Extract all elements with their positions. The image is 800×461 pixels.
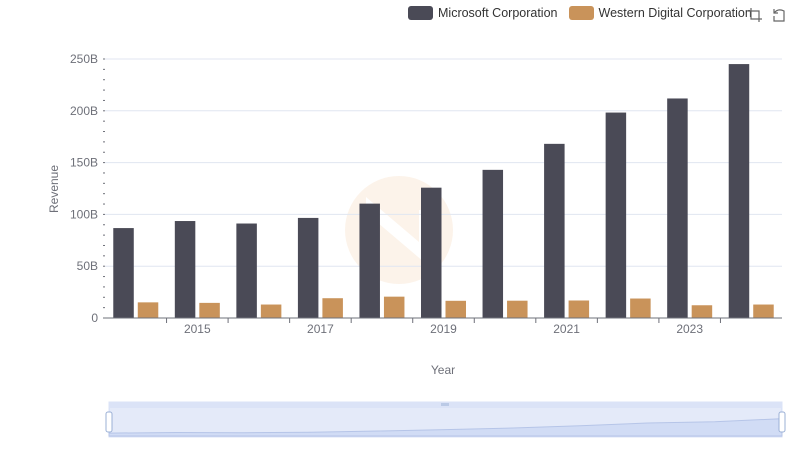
legend: Microsoft Corporation Western Digital Co… — [408, 4, 763, 22]
bars — [113, 64, 774, 318]
bar-western-digital-corporation-2021[interactable] — [568, 300, 590, 318]
bar-western-digital-corporation-2015[interactable] — [199, 302, 220, 318]
bar-microsoft-corporation-2015[interactable] — [174, 221, 196, 318]
bar-western-digital-corporation-2017[interactable] — [322, 298, 343, 318]
bar-western-digital-corporation-2024[interactable] — [753, 304, 774, 318]
x-tick-label: 2017 — [307, 322, 334, 336]
axes: 0 50B 100B 150B 200B 250B 2015 2017 2019 2021 2023 — [70, 52, 782, 336]
legend-label-microsoft: Microsoft Corporation — [438, 6, 558, 20]
y-axis-title: Revenue — [47, 165, 61, 213]
bar-western-digital-corporation-2019[interactable] — [445, 300, 467, 318]
toolbox — [746, 6, 794, 24]
zoom-slider-bar[interactable] — [109, 402, 782, 408]
zoom-slider-track[interactable] — [108, 401, 783, 438]
y-tick-label: 150B — [70, 156, 98, 170]
legend-item-microsoft[interactable]: Microsoft Corporation — [408, 6, 558, 20]
y-tick-label: 200B — [70, 104, 98, 118]
bar-western-digital-corporation-2023[interactable] — [691, 305, 713, 318]
y-tick-label: 100B — [70, 207, 98, 221]
grid-lines — [105, 58, 782, 267]
bar-microsoft-corporation-2018[interactable] — [359, 203, 380, 318]
bar-western-digital-corporation-2022[interactable] — [630, 298, 651, 318]
bar-microsoft-corporation-2016[interactable] — [236, 223, 257, 318]
bar-western-digital-corporation-2020[interactable] — [507, 300, 528, 318]
restore-icon[interactable] — [770, 6, 788, 24]
legend-label-western-digital: Western Digital Corporation — [598, 6, 752, 20]
x-tick-label: 2023 — [676, 322, 703, 336]
y-tick-label: 0 — [91, 311, 98, 325]
y-minor-ticks — [103, 58, 105, 319]
y-tick-label: 250B — [70, 52, 98, 66]
legend-swatch-western-digital — [568, 6, 594, 20]
zoom-window[interactable] — [109, 408, 782, 437]
zoom-handle-right[interactable] — [778, 411, 786, 433]
bar-microsoft-corporation-2024[interactable] — [728, 64, 750, 318]
y-tick-label: 50B — [77, 259, 98, 273]
zoom-preview-area — [108, 418, 783, 437]
bar-microsoft-corporation-2022[interactable] — [605, 112, 627, 318]
x-tick-label: 2019 — [430, 322, 457, 336]
zoom-icon[interactable] — [746, 6, 764, 24]
bar-microsoft-corporation-2017[interactable] — [297, 217, 319, 318]
bar-microsoft-corporation-2023[interactable] — [667, 98, 688, 318]
bar-microsoft-corporation-2020[interactable] — [482, 169, 504, 318]
x-tick-label: 2015 — [184, 322, 211, 336]
legend-item-western-digital[interactable]: Western Digital Corporation — [568, 6, 752, 20]
bar-microsoft-corporation-2021[interactable] — [544, 143, 565, 318]
bar-western-digital-corporation-2016[interactable] — [260, 304, 282, 318]
zoom-drag-grip-icon[interactable] — [441, 403, 449, 406]
x-axis-title: Year — [431, 363, 455, 377]
watermark-logo — [345, 176, 453, 284]
bar-microsoft-corporation-2019[interactable] — [421, 187, 442, 318]
bar-western-digital-corporation-2018[interactable] — [383, 296, 405, 318]
x-tick-label: 2021 — [553, 322, 580, 336]
legend-swatch-microsoft — [408, 6, 433, 20]
zoom-slider[interactable] — [105, 401, 786, 438]
bar-microsoft-corporation-2014[interactable] — [113, 228, 134, 318]
zoom-handle-left[interactable] — [105, 411, 113, 433]
bar-western-digital-corporation-2014[interactable] — [137, 302, 159, 318]
